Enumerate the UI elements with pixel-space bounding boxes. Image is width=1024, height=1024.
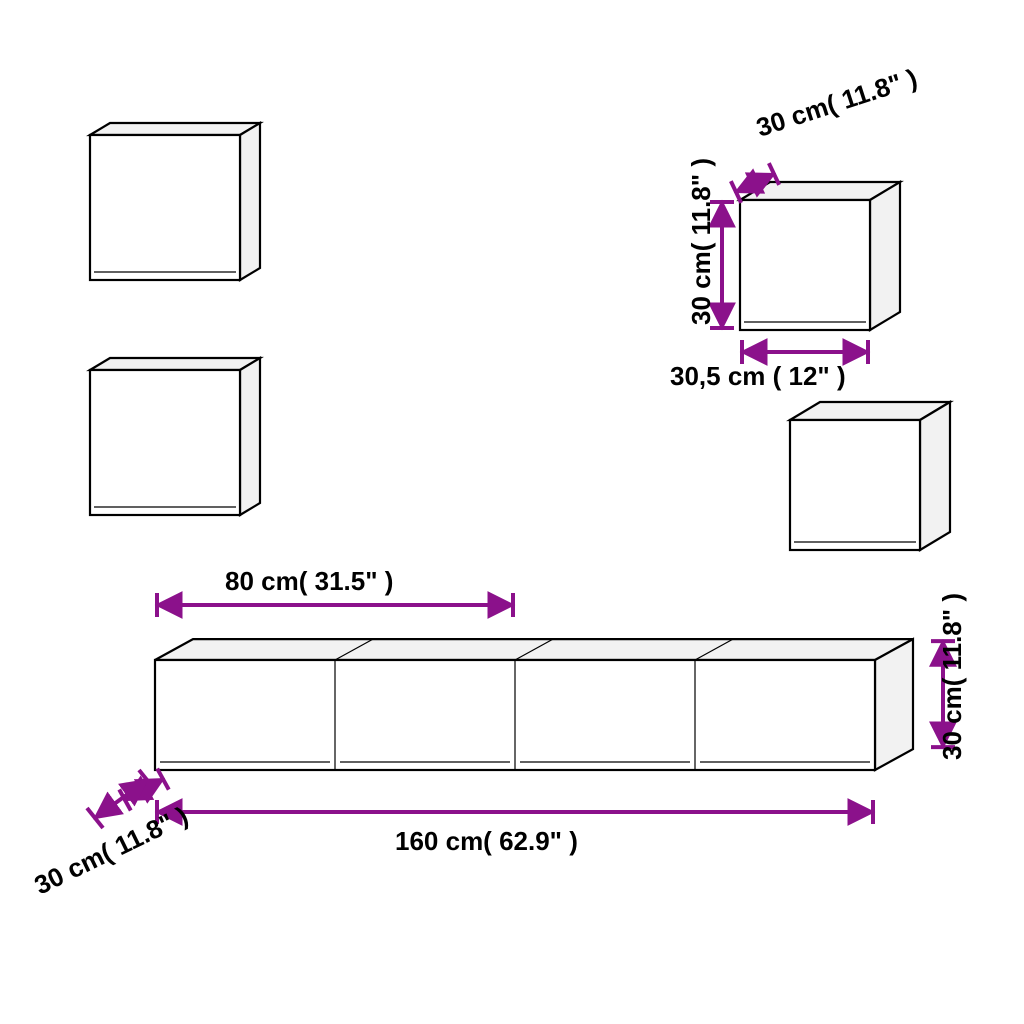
- cube-top-left-side: [240, 123, 260, 280]
- console-side: [875, 639, 913, 770]
- dim-cube-height-label: 30 cm( 11.8" ): [686, 158, 716, 325]
- cube-mid-left-front: [90, 370, 240, 515]
- cube-mid-left-top: [90, 358, 260, 370]
- dim-console-full-label: 160 cm( 62.9" ): [395, 826, 578, 856]
- furniture-dimension-diagram: 30 cm( 11.8" ) 30 cm( 11.8" ) 30,5 cm ( 12…: [0, 0, 1024, 1024]
- dim-console-depth-label: 30 cm( 11.8" ): [29, 800, 192, 900]
- cube-mid-left-side: [240, 358, 260, 515]
- dim-console-half-label: 80 cm( 31.5" ): [225, 566, 393, 596]
- cube-top-left-front: [90, 135, 240, 280]
- cube-top-right-front: [740, 200, 870, 330]
- dim-console-height-label: 30 cm( 11.8" ): [937, 593, 967, 760]
- dim-console-depth: [95, 780, 147, 818]
- cube-mid-right-front: [790, 420, 920, 550]
- cube-mid-right-side: [920, 402, 950, 550]
- dim-cube-depth-label: 30 cm( 11.8" ): [753, 63, 921, 143]
- cube-top-left-top: [90, 123, 260, 135]
- dim-cube-width-label: 30,5 cm ( 12" ): [670, 361, 846, 391]
- cube-top-right-side: [870, 182, 900, 330]
